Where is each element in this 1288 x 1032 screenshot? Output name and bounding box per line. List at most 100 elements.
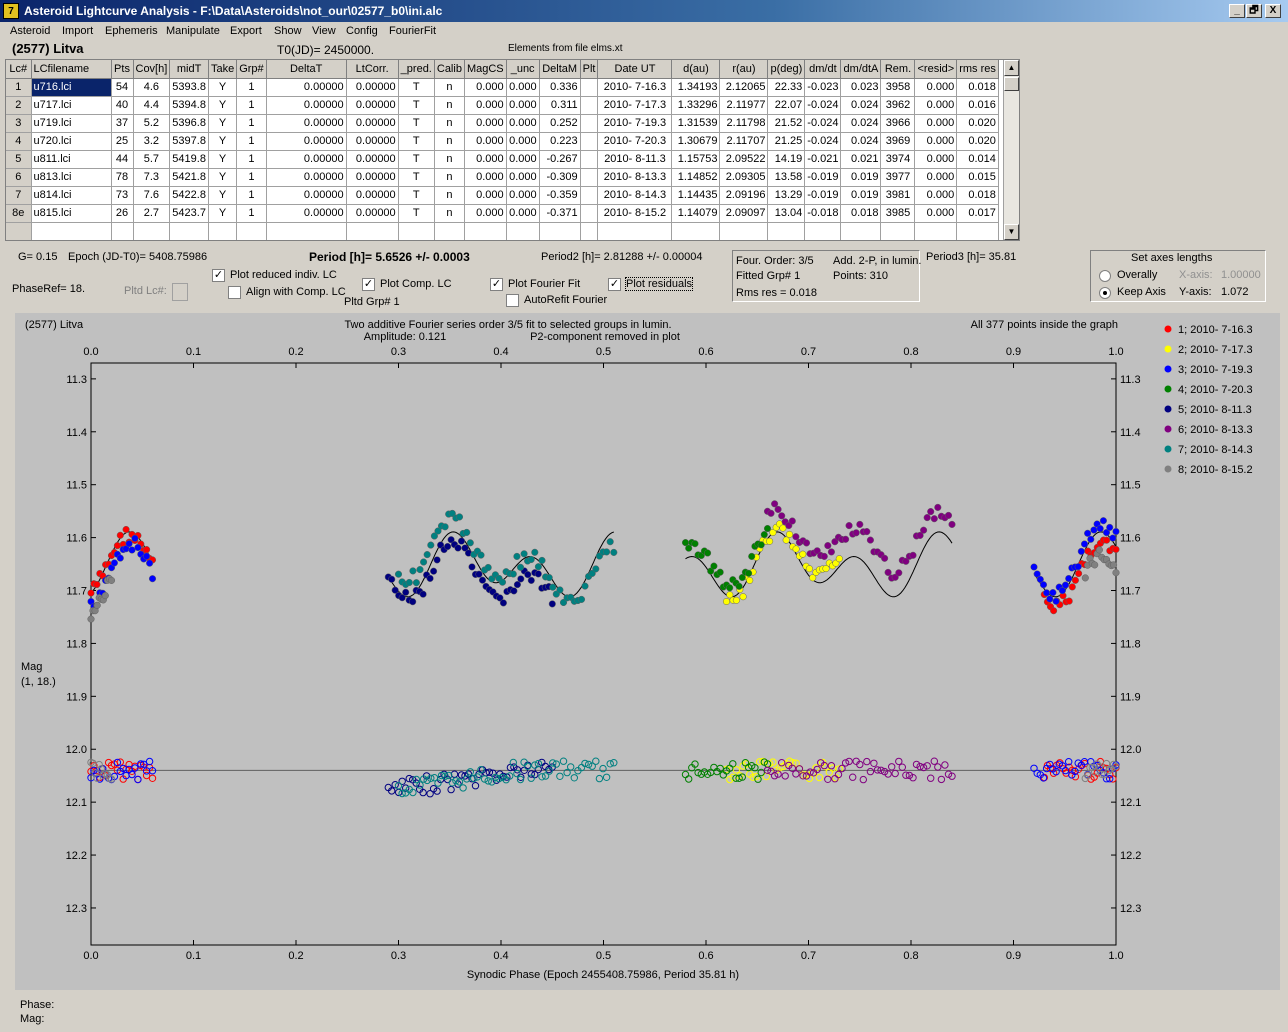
table-cell[interactable]: -0.023 (804, 78, 842, 97)
table-cell[interactable]: 0.000 (914, 186, 958, 205)
table-cell[interactable]: 3974 (880, 150, 916, 169)
scroll-thumb[interactable] (1004, 77, 1019, 91)
column-header[interactable]: Pts (111, 60, 134, 79)
table-cell[interactable]: 2.09097 (719, 204, 769, 223)
table-cell[interactable]: 4.4 (133, 96, 171, 115)
table-cell[interactable]: u720.lci (31, 132, 112, 151)
table-cell[interactable]: -0.019 (804, 168, 842, 187)
table-cell[interactable]: 0.00000 (266, 114, 347, 133)
row-header[interactable]: 6 (6, 168, 32, 187)
table-cell[interactable] (804, 222, 842, 240)
table-cell[interactable]: n (434, 186, 465, 205)
table-cell[interactable]: 0.015 (956, 168, 999, 187)
table-cell[interactable]: u813.lci (31, 168, 112, 187)
table-cell[interactable]: 0.000 (506, 114, 540, 133)
table-cell[interactable] (133, 222, 171, 240)
table-cell[interactable] (346, 222, 399, 240)
table-cell[interactable]: 2010- 8-14.3 (597, 186, 673, 205)
table-cell[interactable]: 13.29 (767, 186, 806, 205)
lightcurve-grid[interactable]: Lc# LCfilename Pts Cov[h] midT Take Grp# DeltaT… (5, 59, 1020, 241)
table-cell[interactable]: 1 (236, 204, 267, 223)
table-cell[interactable]: 21.25 (767, 132, 806, 151)
table-cell[interactable]: 2.11707 (719, 132, 769, 151)
table-cell[interactable]: 0.020 (956, 132, 999, 151)
menu-manipulate[interactable]: Manipulate (166, 25, 220, 37)
table-cell[interactable]: Y (208, 114, 238, 133)
table-cell[interactable]: 0.000 (464, 150, 507, 169)
table-cell[interactable] (464, 222, 507, 240)
table-cell[interactable]: 1 (236, 78, 267, 97)
table-cell[interactable]: 3977 (880, 168, 916, 187)
table-cell[interactable]: 0.252 (539, 114, 581, 133)
table-cell[interactable]: Y (208, 150, 238, 169)
align-comp-checkbox[interactable] (228, 286, 241, 299)
table-cell[interactable] (580, 150, 599, 169)
table-cell[interactable]: 0.000 (914, 150, 958, 169)
table-cell[interactable]: 25 (111, 132, 134, 151)
y-axis-value[interactable]: 1.072 (1221, 286, 1249, 298)
row-header[interactable]: 4 (6, 132, 32, 151)
table-cell[interactable]: 3.2 (133, 132, 171, 151)
table-cell[interactable]: 0.021 (840, 150, 882, 169)
table-cell[interactable]: 5396.8 (169, 114, 209, 133)
table-cell[interactable]: 0.000 (506, 204, 540, 223)
table-cell[interactable]: 0.000 (506, 132, 540, 151)
column-header[interactable]: <resid> (914, 60, 958, 79)
column-header[interactable]: LtCorr. (346, 60, 399, 79)
table-cell[interactable]: 13.58 (767, 168, 806, 187)
column-header[interactable]: Lc# (6, 60, 32, 79)
table-cell[interactable] (398, 222, 435, 240)
table-cell[interactable]: 3966 (880, 114, 916, 133)
table-cell[interactable]: T (398, 204, 435, 223)
table-cell[interactable]: 0.024 (840, 114, 882, 133)
x-axis-value[interactable]: 1.00000 (1221, 269, 1261, 281)
row-header[interactable]: 7 (6, 186, 32, 205)
menu-ephemeris[interactable]: Ephemeris (105, 25, 158, 37)
table-cell[interactable]: -0.371 (539, 204, 581, 223)
table-cell[interactable]: n (434, 168, 465, 187)
table-cell[interactable]: 0.00000 (266, 132, 347, 151)
table-cell[interactable]: -0.359 (539, 186, 581, 205)
menu-view[interactable]: View (312, 25, 336, 37)
table-cell[interactable]: 7.6 (133, 186, 171, 205)
table-cell[interactable] (580, 168, 599, 187)
menu-export[interactable]: Export (230, 25, 262, 37)
table-cell[interactable]: T (398, 186, 435, 205)
table-cell[interactable]: 0.024 (840, 96, 882, 115)
table-cell[interactable]: 0.00000 (266, 168, 347, 187)
menu-asteroid[interactable]: Asteroid (10, 25, 51, 37)
table-cell[interactable] (236, 222, 267, 240)
table-cell[interactable]: 2010- 8-13.3 (597, 168, 673, 187)
table-cell[interactable]: n (434, 150, 465, 169)
table-cell[interactable]: T (398, 114, 435, 133)
table-cell[interactable]: 1.14435 (671, 186, 721, 205)
table-cell[interactable]: n (434, 114, 465, 133)
table-cell[interactable]: T (398, 132, 435, 151)
table-cell[interactable]: 2010- 7-17.3 (597, 96, 673, 115)
table-cell[interactable]: 1.14079 (671, 204, 721, 223)
column-header[interactable]: dm/dtA (840, 60, 882, 79)
table-cell[interactable]: 3981 (880, 186, 916, 205)
column-header[interactable]: _pred. (398, 60, 435, 79)
table-cell[interactable]: u815.lci (31, 204, 112, 223)
table-cell[interactable]: n (434, 204, 465, 223)
table-cell[interactable]: -0.024 (804, 114, 842, 133)
table-cell[interactable]: 5397.8 (169, 132, 209, 151)
table-cell[interactable]: 0.000 (506, 186, 540, 205)
column-header[interactable]: DeltaT (266, 60, 347, 79)
table-cell[interactable]: 3985 (880, 204, 916, 223)
table-cell[interactable]: 0.00000 (346, 132, 399, 151)
table-cell[interactable]: u719.lci (31, 114, 112, 133)
table-cell[interactable]: n (434, 96, 465, 115)
column-header[interactable]: rms res (956, 60, 999, 79)
table-cell[interactable]: 0.00000 (266, 204, 347, 223)
menu-fourierfit[interactable]: FourierFit (389, 25, 437, 37)
table-cell[interactable]: 0.00000 (266, 150, 347, 169)
table-cell[interactable]: 0.000 (506, 78, 540, 97)
table-cell[interactable]: 22.07 (767, 96, 806, 115)
table-cell[interactable]: 0.000 (914, 78, 958, 97)
table-cell[interactable]: 44 (111, 150, 134, 169)
table-cell[interactable]: -0.267 (539, 150, 581, 169)
